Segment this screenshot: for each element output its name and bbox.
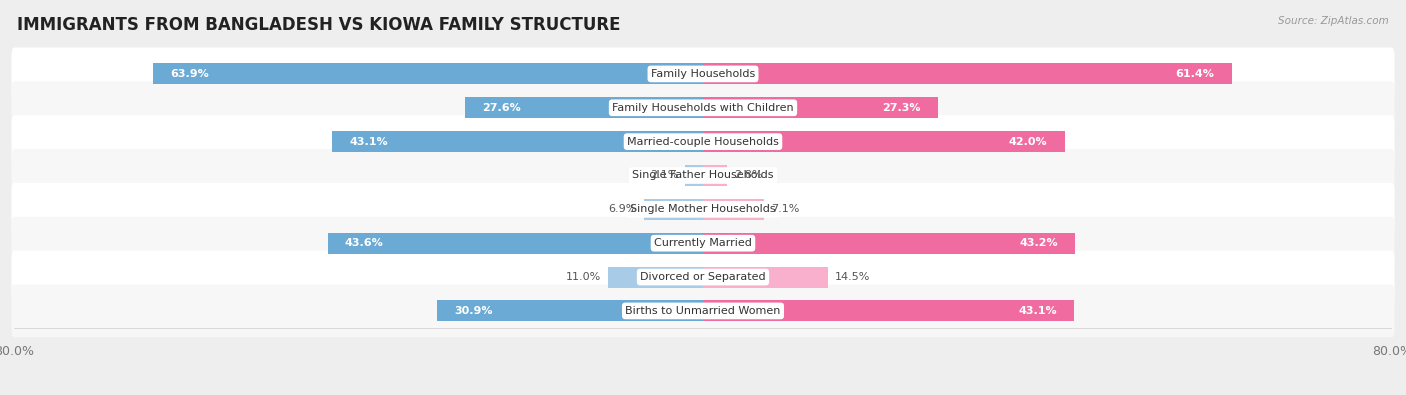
- Text: Family Households: Family Households: [651, 69, 755, 79]
- Bar: [332, 131, 703, 152]
- FancyBboxPatch shape: [11, 47, 1395, 100]
- Text: 43.1%: 43.1%: [1018, 306, 1057, 316]
- FancyBboxPatch shape: [11, 149, 1395, 202]
- Bar: [703, 267, 828, 288]
- Text: 14.5%: 14.5%: [835, 272, 870, 282]
- FancyBboxPatch shape: [11, 217, 1395, 270]
- Text: Family Households with Children: Family Households with Children: [612, 103, 794, 113]
- Text: 30.9%: 30.9%: [454, 306, 492, 316]
- Text: Births to Unmarried Women: Births to Unmarried Women: [626, 306, 780, 316]
- FancyBboxPatch shape: [11, 251, 1395, 303]
- Text: 61.4%: 61.4%: [1175, 69, 1215, 79]
- Text: 2.1%: 2.1%: [650, 171, 678, 181]
- Text: 43.2%: 43.2%: [1019, 238, 1057, 248]
- Bar: [685, 165, 703, 186]
- Bar: [703, 97, 938, 118]
- Bar: [703, 165, 727, 186]
- Text: 43.1%: 43.1%: [349, 137, 388, 147]
- Text: 63.9%: 63.9%: [170, 69, 208, 79]
- FancyBboxPatch shape: [11, 183, 1395, 236]
- Bar: [644, 199, 703, 220]
- Bar: [703, 131, 1064, 152]
- Text: 6.9%: 6.9%: [609, 204, 637, 214]
- Text: Single Father Households: Single Father Households: [633, 171, 773, 181]
- Legend: Immigrants from Bangladesh, Kiowa: Immigrants from Bangladesh, Kiowa: [557, 390, 849, 395]
- Bar: [703, 64, 1232, 85]
- Text: IMMIGRANTS FROM BANGLADESH VS KIOWA FAMILY STRUCTURE: IMMIGRANTS FROM BANGLADESH VS KIOWA FAMI…: [17, 16, 620, 34]
- Bar: [153, 64, 703, 85]
- Text: 11.0%: 11.0%: [567, 272, 602, 282]
- FancyBboxPatch shape: [11, 81, 1395, 134]
- Text: Single Mother Households: Single Mother Households: [630, 204, 776, 214]
- Text: Source: ZipAtlas.com: Source: ZipAtlas.com: [1278, 16, 1389, 26]
- Text: 42.0%: 42.0%: [1010, 137, 1047, 147]
- FancyBboxPatch shape: [11, 284, 1395, 337]
- Bar: [703, 301, 1074, 322]
- Text: 27.3%: 27.3%: [883, 103, 921, 113]
- Bar: [609, 267, 703, 288]
- Text: Divorced or Separated: Divorced or Separated: [640, 272, 766, 282]
- Bar: [703, 233, 1076, 254]
- Bar: [437, 301, 703, 322]
- Text: 7.1%: 7.1%: [770, 204, 800, 214]
- Text: 2.8%: 2.8%: [734, 171, 762, 181]
- Bar: [328, 233, 703, 254]
- Text: 27.6%: 27.6%: [482, 103, 522, 113]
- FancyBboxPatch shape: [11, 115, 1395, 168]
- Bar: [703, 199, 763, 220]
- Text: Currently Married: Currently Married: [654, 238, 752, 248]
- Text: 43.6%: 43.6%: [344, 238, 384, 248]
- Text: Married-couple Households: Married-couple Households: [627, 137, 779, 147]
- Bar: [465, 97, 703, 118]
